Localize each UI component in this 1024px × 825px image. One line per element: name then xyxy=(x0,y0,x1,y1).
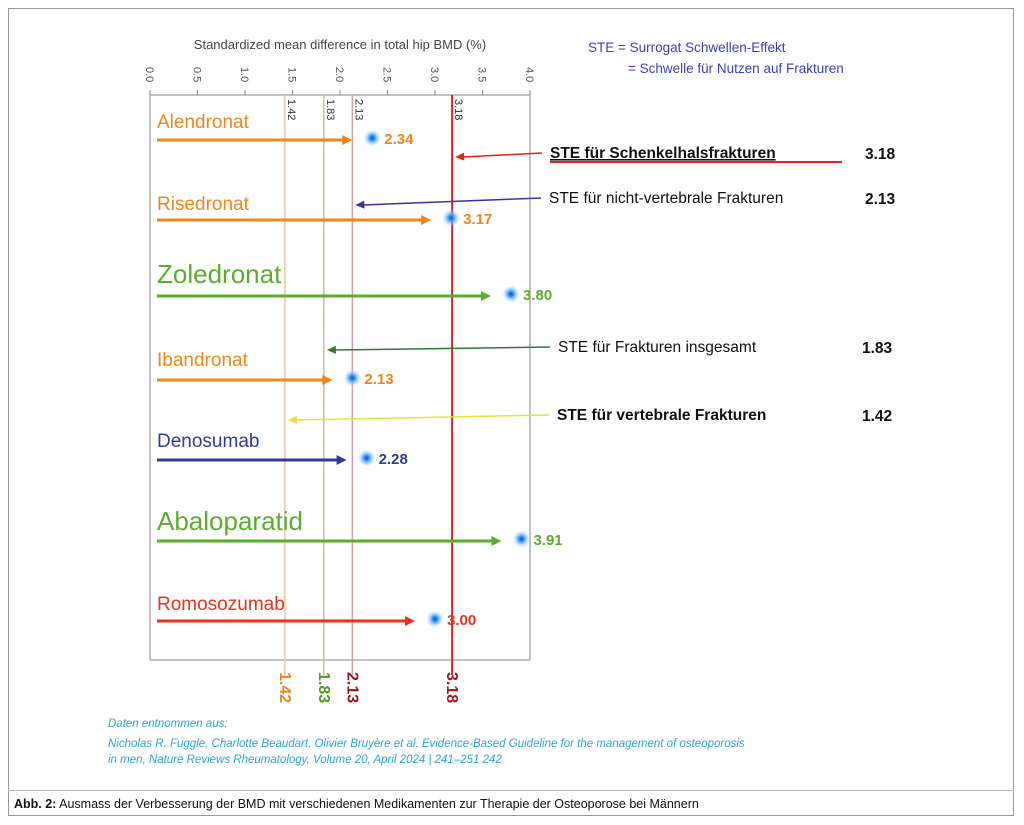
ste-annotation: STE für nicht-vertebrale Frakturen xyxy=(549,190,783,207)
source-line-2: in men, Nature Reviews Rheumatology, Vol… xyxy=(108,754,502,766)
threshold-top-label: 1.42 xyxy=(285,99,297,120)
data-point xyxy=(357,449,376,467)
drug-arrowhead xyxy=(342,135,353,145)
legend-line-2: = Schwelle für Nutzen auf Frakturen xyxy=(628,61,844,76)
ste-arrow xyxy=(334,346,551,351)
value-label: 2.13 xyxy=(364,371,393,388)
data-point xyxy=(442,209,461,227)
data-point xyxy=(363,129,382,147)
caption-divider xyxy=(8,790,1014,791)
ste-annotation: STE für Frakturen insgesamt xyxy=(558,339,757,356)
x-tick-label: 2.5 xyxy=(381,67,393,82)
threshold-bottom-label: 2.13 xyxy=(343,672,360,703)
drug-label: Ibandronat xyxy=(157,350,249,371)
drug-arrowhead xyxy=(481,291,491,301)
data-point xyxy=(502,285,520,303)
figure-frame xyxy=(8,8,1014,816)
ste-value: 1.83 xyxy=(862,340,893,357)
x-tick-label: 2.0 xyxy=(333,67,345,82)
ste-arrow xyxy=(463,152,543,158)
drug-arrowhead xyxy=(405,616,415,626)
threshold-top-label: 3.18 xyxy=(452,99,464,120)
drug-label: Risedronat xyxy=(157,194,250,215)
value-label: 2.28 xyxy=(379,451,408,468)
chart-title: Standardized mean difference in total hi… xyxy=(194,37,486,52)
caption-label: Abb. 2: xyxy=(14,797,57,811)
ste-arrowhead xyxy=(455,152,465,161)
threshold-bottom-label: 1.83 xyxy=(315,672,332,703)
ste-value: 3.18 xyxy=(865,146,896,163)
ste-arrow xyxy=(363,197,542,206)
x-tick-label: 1.0 xyxy=(238,67,250,82)
ste-arrowhead xyxy=(355,200,365,209)
threshold-top-label: 2.13 xyxy=(352,99,364,120)
threshold-bottom-label: 3.18 xyxy=(443,672,460,703)
legend-line-1: STE = Surrogat Schwellen-Effekt xyxy=(588,40,786,55)
drug-arrowhead xyxy=(336,455,347,465)
caption-text: Ausmass der Verbesserung der BMD mit ver… xyxy=(56,797,699,811)
source-intro: Daten entnommen aus: xyxy=(108,718,228,730)
ste-arrowhead xyxy=(287,415,297,424)
value-label: 3.17 xyxy=(463,211,492,228)
threshold-bottom-label: 1.42 xyxy=(276,672,293,703)
drug-label: Abaloparatid xyxy=(157,506,303,536)
figure-caption: Abb. 2: Ausmass der Verbesserung der BMD… xyxy=(14,797,699,811)
ste-arrowhead xyxy=(326,345,336,354)
x-tick-label: 0.0 xyxy=(143,67,155,82)
drug-label: Romosozumab xyxy=(157,594,285,615)
data-point xyxy=(426,610,444,628)
ste-annotation: STE für Schenkelhalsfrakturen xyxy=(550,145,776,162)
x-tick-label: 3.5 xyxy=(476,67,488,82)
x-tick-label: 1.5 xyxy=(286,67,298,82)
threshold-top-label: 1.83 xyxy=(324,99,336,120)
drug-arrowhead xyxy=(322,375,333,385)
data-point xyxy=(343,369,362,387)
plot-area xyxy=(149,94,531,661)
x-tick-label: 4.0 xyxy=(523,67,535,82)
drug-arrowhead xyxy=(421,215,432,225)
ste-value: 2.13 xyxy=(865,191,896,208)
drug-label: Denosumab xyxy=(157,431,259,452)
ste-annotation: STE für vertebrale Frakturen xyxy=(557,407,766,424)
data-point xyxy=(512,530,531,548)
ste-value: 1.42 xyxy=(862,408,892,425)
drug-arrowhead xyxy=(491,536,502,546)
x-tick-label: 3.0 xyxy=(428,67,440,82)
source-line-1: Nicholas R. Fuggle, Charlotte Beaudart, … xyxy=(108,738,745,750)
x-tick-label: 0.5 xyxy=(191,67,203,82)
value-label: 3.00 xyxy=(447,612,476,629)
value-label: 3.80 xyxy=(523,287,552,304)
drug-label: Zoledronat xyxy=(157,259,282,289)
drug-label: Alendronat xyxy=(157,112,250,133)
ste-arrow xyxy=(295,414,550,421)
value-label: 3.91 xyxy=(533,532,562,549)
value-label: 2.34 xyxy=(384,131,414,148)
